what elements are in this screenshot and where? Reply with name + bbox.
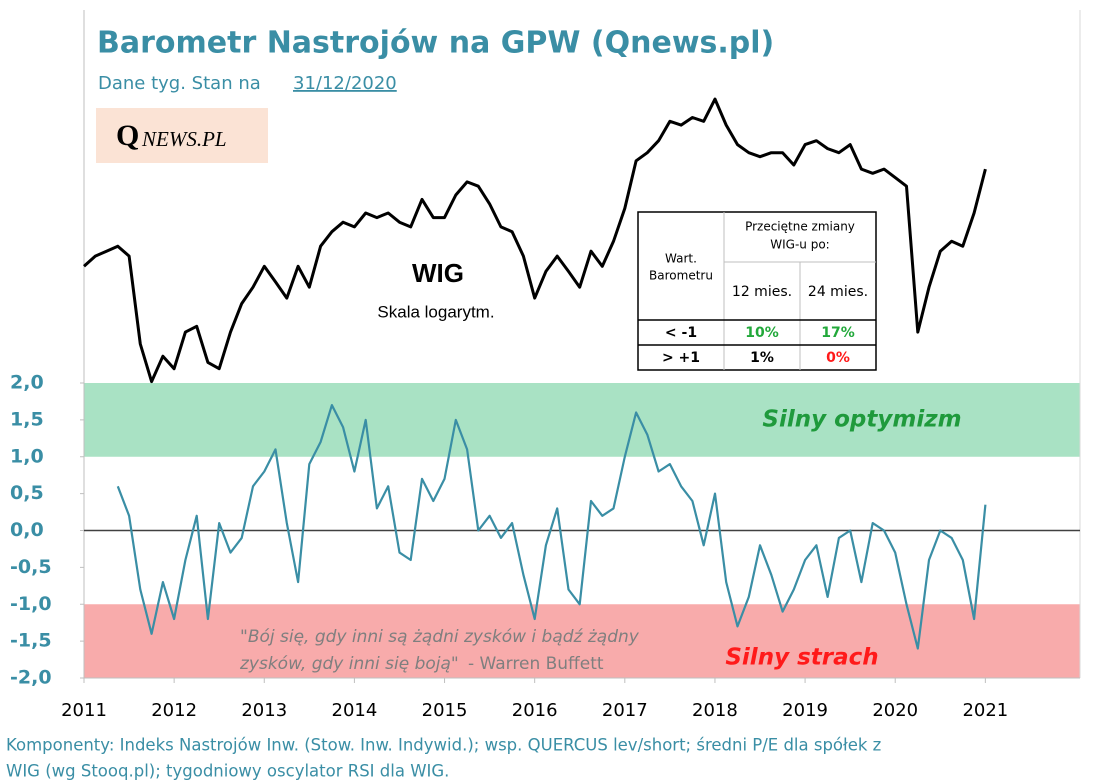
table-cell: 17% (821, 325, 855, 341)
table-row-label: > +1 (662, 350, 700, 366)
logo-initial: Q (116, 119, 139, 152)
table-cell: 0% (826, 350, 850, 366)
line-series (116, 404, 987, 650)
footnote: Komponenty: Indeks Nastrojów Inw. (Stow.… (6, 736, 881, 755)
x-tick-label: 2015 (422, 700, 468, 721)
quote: "Bój się, gdy inni są żądni zysków i bąd… (240, 627, 640, 647)
band-label: Silny strach (725, 645, 878, 671)
quote: zysków, gdy inni się boją" (239, 654, 459, 674)
y-tick-label: -0,5 (10, 556, 52, 578)
table-header: Barometru (649, 269, 713, 283)
quote-author: - Warren Buffett (468, 654, 604, 674)
x-tick-label: 2013 (241, 700, 287, 721)
y-tick-label: -2,0 (10, 667, 52, 689)
table-cell: 1% (750, 350, 774, 366)
table-col: 24 mies. (808, 284, 868, 300)
table-col: 12 mies. (732, 284, 792, 300)
y-tick-label: 0,5 (10, 482, 44, 504)
scale-label: Skala logarytm. (377, 302, 494, 321)
table-header: Przeciętne zmiany (745, 220, 855, 234)
y-tick-label: 1,0 (10, 445, 44, 467)
x-tick-label: 2017 (602, 700, 648, 721)
subtitle: Dane tyg. Stan na (98, 73, 261, 94)
footnote: WIG (wg Stooq.pl); tygodniowy oscylator … (6, 762, 449, 781)
x-tick-label: 2018 (692, 700, 738, 721)
x-tick-label: 2020 (872, 700, 918, 721)
y-tick-label: -1,0 (10, 593, 52, 615)
wig-label: WIG (412, 258, 464, 288)
y-tick-label: -1,5 (10, 630, 52, 652)
y-tick-label: 0,0 (10, 519, 44, 541)
band (84, 604, 1080, 678)
x-tick-label: 2016 (512, 700, 558, 721)
logo-box (96, 108, 268, 163)
date: 31/12/2020 (293, 73, 397, 94)
table-header: WIG-u po: (770, 238, 829, 252)
table-header: Wart. (665, 252, 697, 266)
band-label: Silny optymizm (762, 406, 961, 432)
x-tick-label: 2011 (61, 700, 107, 721)
x-tick-label: 2012 (151, 700, 197, 721)
y-tick-label: 2,0 (10, 372, 44, 394)
band (84, 383, 1080, 457)
table-cell: 10% (745, 325, 779, 341)
y-tick-label: 1,5 (10, 408, 44, 430)
line-series (82, 97, 987, 384)
x-tick-label: 2014 (332, 700, 378, 721)
logo-rest: NEWS.PL (141, 127, 227, 151)
table-box (637, 211, 877, 371)
chart-title: Barometr Nastrojów na GPW (Qnews.pl) (97, 26, 774, 61)
x-tick-label: 2021 (962, 700, 1008, 721)
table-row-label: < -1 (665, 325, 697, 341)
x-tick-label: 2019 (782, 700, 828, 721)
